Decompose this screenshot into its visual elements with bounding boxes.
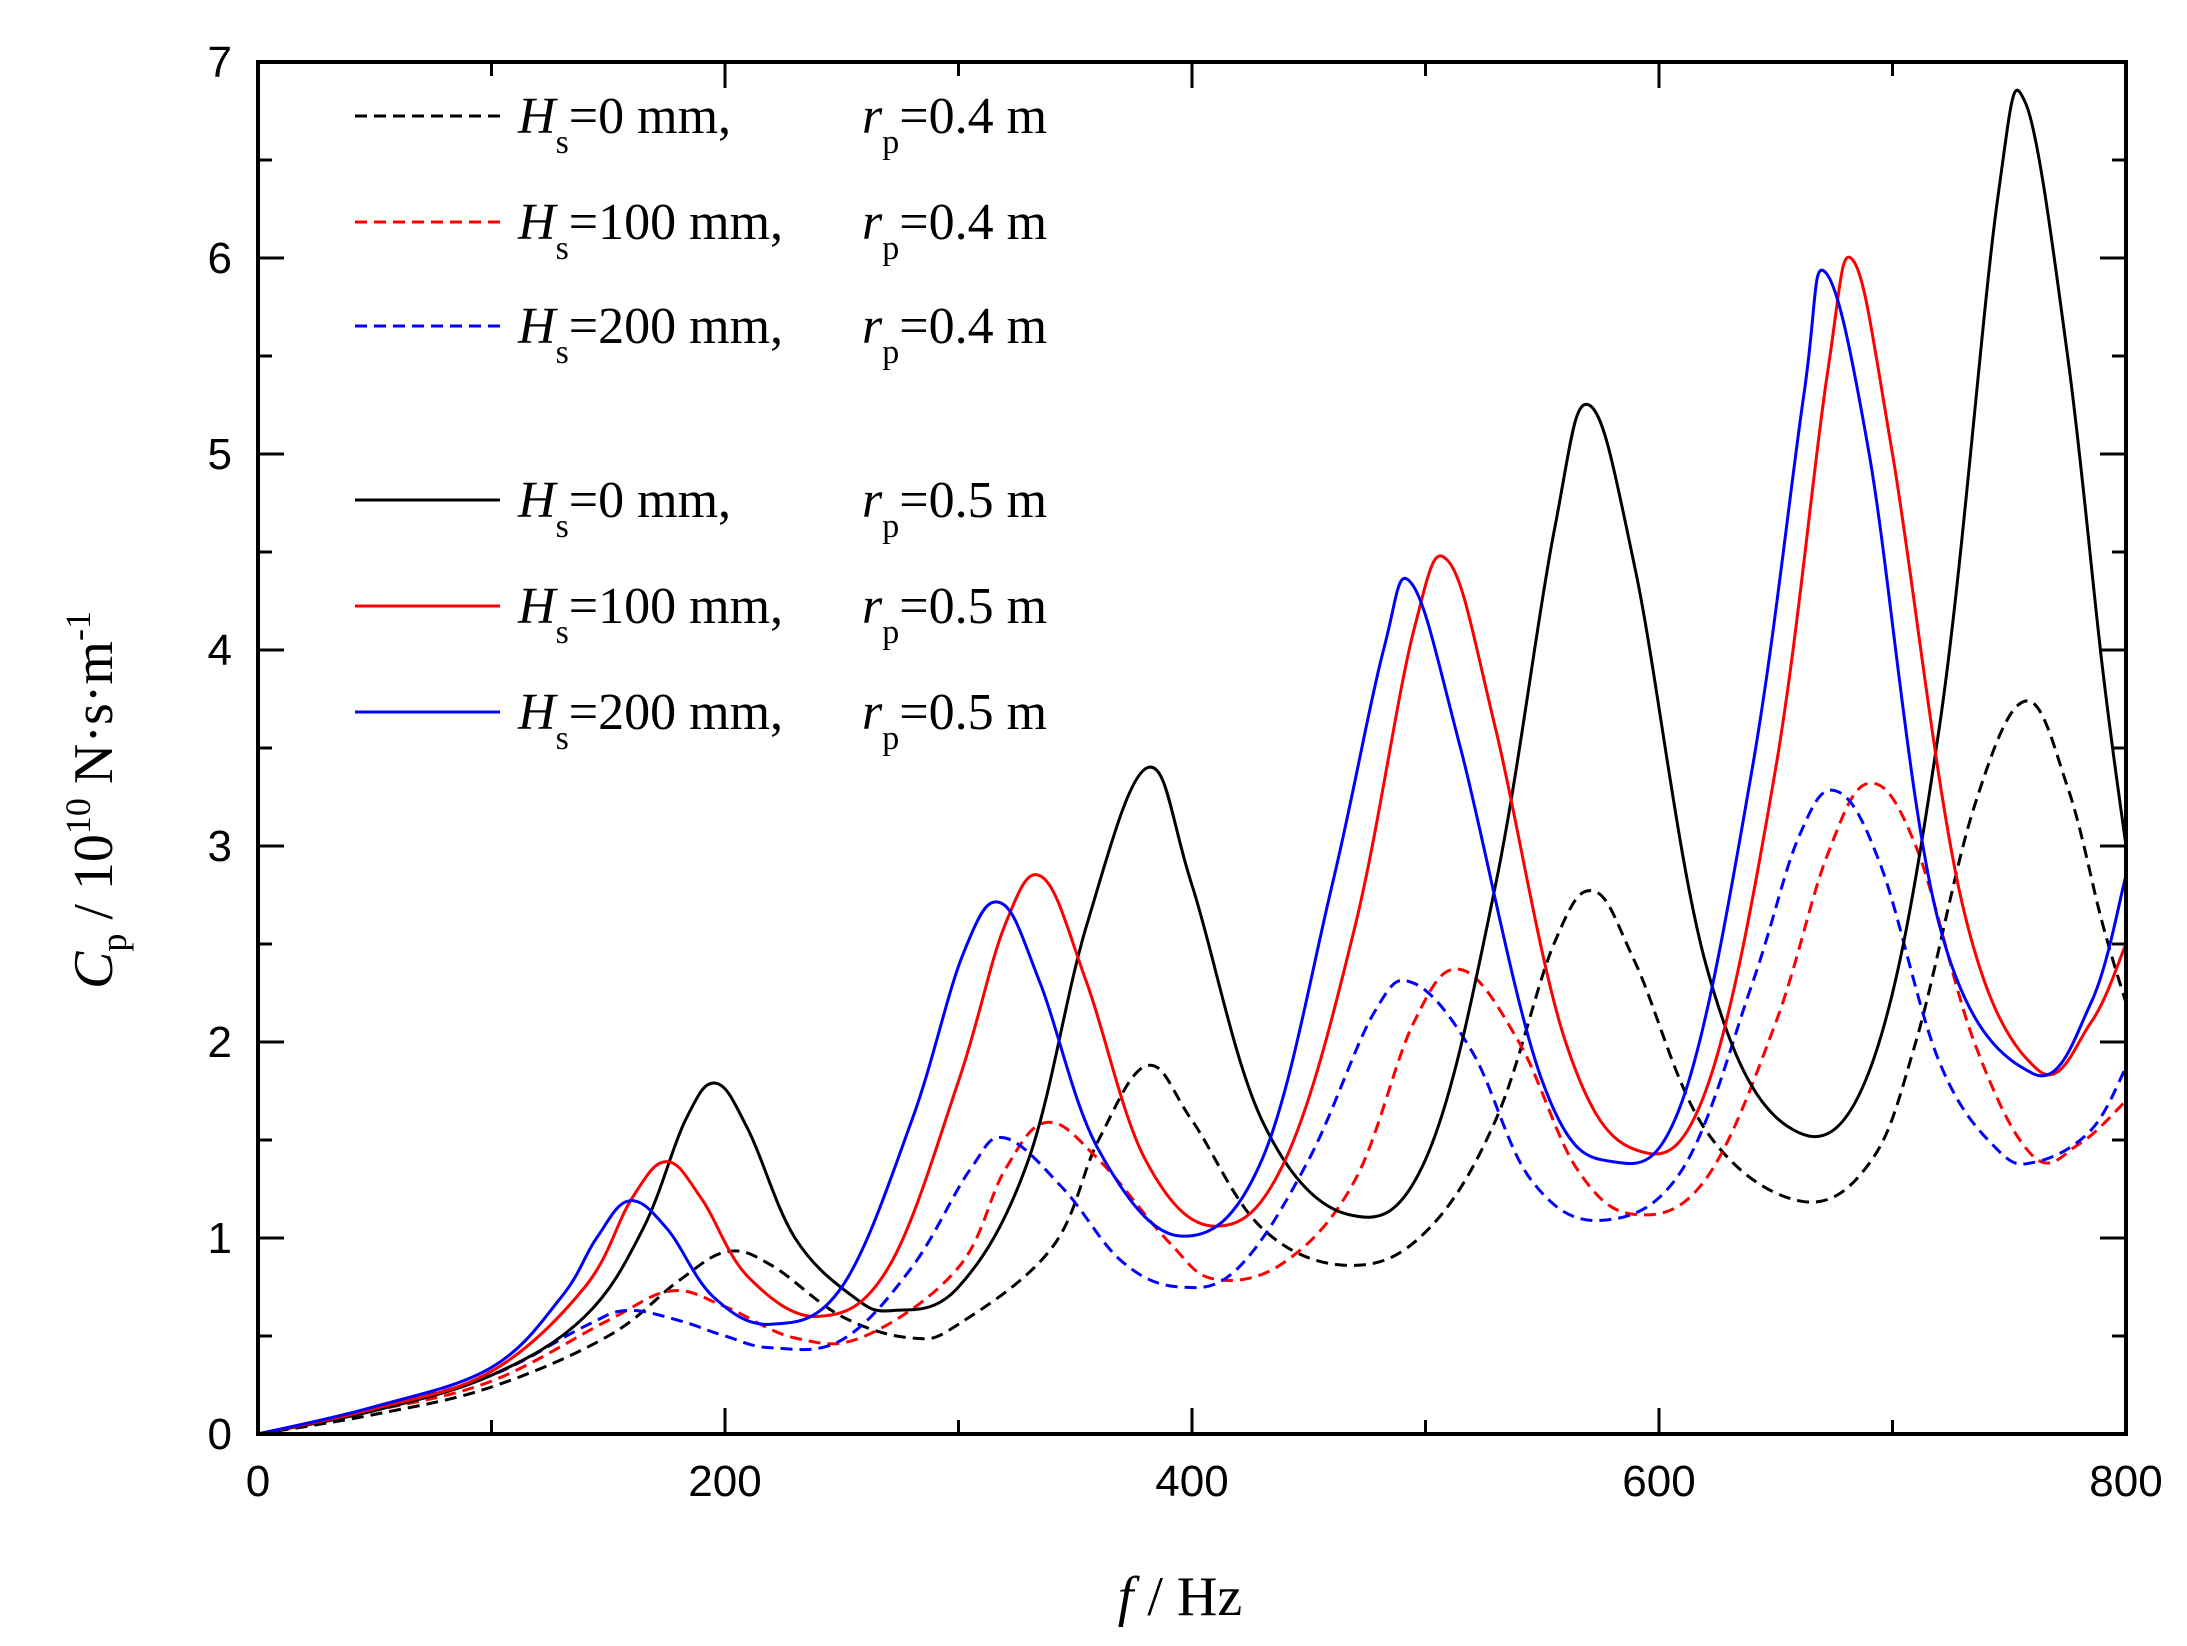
y-tick-label: 0 xyxy=(208,1410,232,1459)
x-tick-label: 400 xyxy=(1155,1457,1228,1506)
x-tick-label: 800 xyxy=(2089,1457,2162,1506)
legend-r: r xyxy=(862,88,883,145)
legend-r: r xyxy=(862,298,883,355)
x-axis-sep: / xyxy=(1133,1566,1177,1628)
legend-r-value: =0.4 m xyxy=(899,88,1047,145)
legend-label-5: Hs=200 mm, rp=0.5 m xyxy=(517,684,1047,757)
legend-h: H xyxy=(517,684,558,741)
series-line-4 xyxy=(258,255,2126,1434)
legend-h-value: =0 mm, xyxy=(569,472,731,529)
legend-h-sub: s xyxy=(556,334,569,371)
y-axis-sep: / 10 xyxy=(63,834,125,934)
x-axis-label: f / Hz xyxy=(1118,1566,1242,1628)
legend-h-sub: s xyxy=(556,230,569,267)
legend-label-1: Hs=100 mm, rp=0.4 m xyxy=(517,194,1047,267)
legend-h: H xyxy=(517,88,558,145)
legend-r-sub: p xyxy=(882,720,899,757)
y-axis-unit: N·s·m xyxy=(63,641,125,798)
y-tick-label: 4 xyxy=(208,626,232,675)
legend-r-sub: p xyxy=(882,124,899,161)
legend-h-value: =100 mm, xyxy=(569,194,783,251)
legend-label-0: Hs=0 mm, rp=0.4 m xyxy=(517,88,1047,161)
legend-h-sub: s xyxy=(556,720,569,757)
legend-h: H xyxy=(517,578,558,635)
tick-labels: 0 200 400 600 800 0 1 2 3 4 5 6 7 xyxy=(208,38,2163,1506)
legend-label-2: Hs=200 mm, rp=0.4 m xyxy=(517,298,1047,371)
legend-h-value: =200 mm, xyxy=(569,684,783,741)
y-tick-label: 1 xyxy=(208,1214,232,1263)
legend-h-sub: s xyxy=(556,614,569,651)
legend-r-value: =0.4 m xyxy=(899,298,1047,355)
y-tick-label: 2 xyxy=(208,1018,232,1067)
legend-r: r xyxy=(862,194,883,251)
y-tick-label: 5 xyxy=(208,430,232,479)
legend-r-sub: p xyxy=(882,230,899,267)
legend-r-sub: p xyxy=(882,508,899,545)
legend-label-3: Hs=0 mm, rp=0.5 m xyxy=(517,472,1047,545)
y-axis-label: Cp / 1010 N·s·m-1 xyxy=(58,611,134,989)
y-axis-unit-exp: -1 xyxy=(58,611,98,641)
legend-h-value: =100 mm, xyxy=(569,578,783,635)
legend-h: H xyxy=(517,298,558,355)
series-line-3 xyxy=(258,88,2126,1434)
legend-r-value: =0.5 m xyxy=(899,472,1047,529)
y-tick-label: 3 xyxy=(208,822,232,871)
legend-r-sub: p xyxy=(882,334,899,371)
legend-r-value: =0.5 m xyxy=(899,684,1047,741)
y-axis-var: C xyxy=(63,951,125,989)
legend-h-value: =0 mm, xyxy=(569,88,731,145)
x-tick-label: 200 xyxy=(688,1457,761,1506)
legend-r-value: =0.4 m xyxy=(899,194,1047,251)
legend-r-sub: p xyxy=(882,614,899,651)
axis-ticks xyxy=(256,60,2128,1436)
y-tick-label: 7 xyxy=(208,38,232,87)
legend-r: r xyxy=(862,472,883,529)
x-axis-unit: Hz xyxy=(1177,1566,1242,1628)
y-axis-sub: p xyxy=(94,934,134,952)
legend-h-sub: s xyxy=(556,124,569,161)
series-group xyxy=(258,88,2126,1434)
legend-r: r xyxy=(862,684,883,741)
legend-label-4: Hs=100 mm, rp=0.5 m xyxy=(517,578,1047,651)
legend: Hs=0 mm, rp=0.4 mHs=100 mm, rp=0.4 mHs=200… xyxy=(355,88,1047,757)
legend-h-value: =200 mm, xyxy=(569,298,783,355)
legend-h: H xyxy=(517,472,558,529)
y-axis-exp: 10 xyxy=(58,798,98,834)
series-line-5 xyxy=(258,268,2126,1434)
y-tick-label: 6 xyxy=(208,234,232,283)
x-tick-label: 0 xyxy=(246,1457,270,1506)
plot-frame xyxy=(256,60,2128,1436)
series-line-2 xyxy=(258,788,2126,1434)
legend-r-value: =0.5 m xyxy=(899,578,1047,635)
legend-r: r xyxy=(862,578,883,635)
legend-h: H xyxy=(517,194,558,251)
x-tick-label: 600 xyxy=(1622,1457,1695,1506)
legend-h-sub: s xyxy=(556,508,569,545)
series-line-0 xyxy=(258,699,2126,1434)
